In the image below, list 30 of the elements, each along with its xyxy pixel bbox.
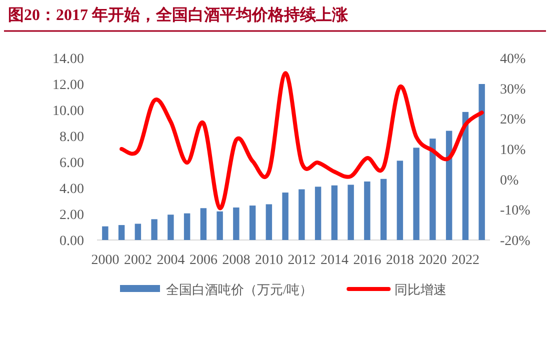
y2-tick-label: -10%	[500, 204, 531, 219]
y-tick-label: 2.00	[60, 208, 84, 223]
x-tick-label: 2008	[222, 253, 250, 268]
legend-label: 全国白酒吨价（万元/吨）	[166, 282, 313, 297]
y2-tick-label: 30%	[500, 82, 526, 98]
x-tick-label: 2018	[386, 253, 414, 268]
x-tick-label: 2016	[353, 253, 382, 268]
y2-tick-label: 20%	[500, 112, 526, 128]
x-tick-label: 2006	[189, 253, 218, 268]
y2-tick-label: -20%	[500, 234, 531, 249]
y-tick-label: 8.00	[60, 130, 84, 145]
x-tick-label: 2010	[254, 253, 283, 268]
x-tick-label: 2020	[418, 253, 447, 268]
x-tick-label: 2012	[288, 253, 316, 268]
y-tick-label: 4.00	[60, 182, 84, 197]
y-tick-label: 14.00	[52, 52, 84, 67]
y2-tick-label: 40%	[500, 52, 526, 67]
y2-tick-label: 10%	[500, 143, 526, 158]
x-tick-label: 2002	[124, 253, 152, 268]
x-tick-label: 2000	[91, 253, 120, 268]
y-tick-label: 0.00	[60, 234, 84, 249]
y-tick-label: 12.00	[52, 78, 84, 93]
legend-label: 同比增速	[394, 282, 447, 297]
y-tick-label: 6.00	[60, 156, 84, 171]
x-tick-label: 2022	[451, 253, 480, 268]
title: 图20：2017 年开始，全国白酒平均价格持续上涨	[8, 7, 348, 24]
y2-tick-label: 0%	[500, 173, 519, 188]
x-tick-label: 2004	[156, 253, 185, 268]
x-tick-label: 2014	[320, 253, 348, 268]
y-tick-label: 10.00	[52, 104, 84, 119]
